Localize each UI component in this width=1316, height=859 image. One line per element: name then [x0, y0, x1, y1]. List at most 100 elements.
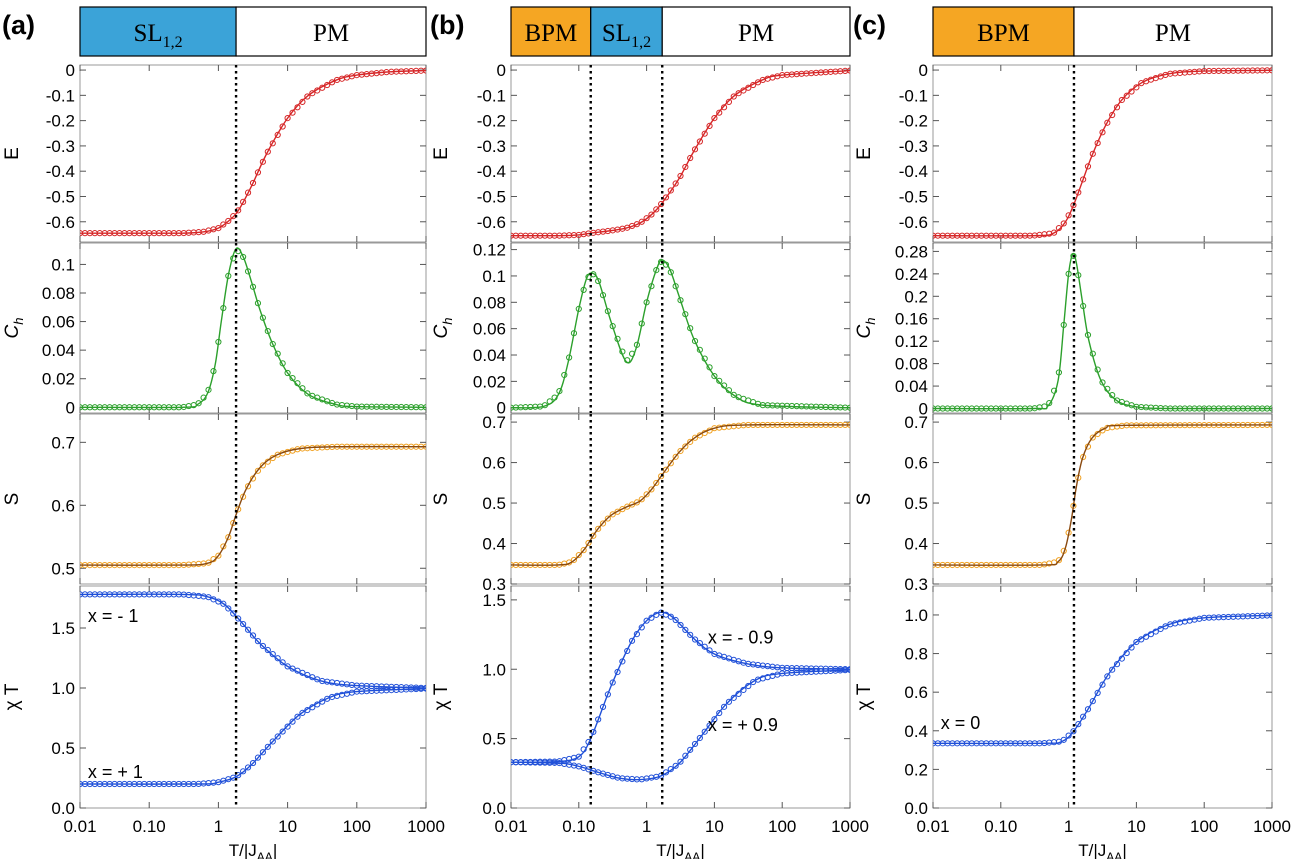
data-point — [580, 547, 587, 554]
data-point — [658, 258, 665, 266]
data-point — [1089, 698, 1096, 705]
y-tick-label: -0.1 — [46, 86, 75, 105]
data-point — [711, 716, 718, 723]
data-point — [716, 377, 723, 384]
series-group — [511, 67, 850, 239]
data-point — [215, 224, 222, 232]
y-tick-label: 0 — [919, 400, 928, 419]
y-axis-label: S — [431, 493, 452, 506]
plot-frame — [510, 413, 851, 585]
panel-c: (c) BPM PM0-0.1-0.2-0.3-0.4-0.5-0.6E00.040… — [853, 6, 1291, 859]
y-axis-label: Ch — [2, 318, 26, 339]
data-point — [1089, 150, 1096, 157]
series-markers — [511, 421, 850, 569]
data-point — [643, 491, 650, 498]
data-point — [643, 215, 650, 222]
row-energy: 0 -0.1 -0.2 -0.3 -0.4 -0.5 -0.6 E — [431, 61, 851, 243]
y-tick-label: -0.6 — [899, 213, 928, 232]
y-tick-label: 0.08 — [473, 293, 506, 312]
data-point — [604, 515, 611, 522]
y-tick-label: 0.08 — [895, 355, 928, 374]
data-point — [274, 655, 281, 662]
data-point — [691, 740, 699, 748]
data-point — [672, 180, 679, 187]
series-markers — [933, 612, 1272, 747]
series-line — [80, 445, 426, 566]
x-tick-label: 10 — [278, 817, 297, 836]
y-tick-label: -0.6 — [477, 213, 506, 232]
y-axis-label: Ch — [431, 318, 455, 339]
data-point — [289, 109, 296, 116]
data-point — [215, 552, 222, 559]
y-tick-label: -0.4 — [46, 162, 75, 181]
data-point — [244, 626, 252, 633]
series-line — [511, 259, 850, 409]
y-tick-label: 0.6 — [904, 454, 928, 473]
data-point — [735, 90, 742, 97]
y-tick-label: 0.7 — [482, 413, 506, 432]
y-tick-label: 1.0 — [482, 660, 506, 679]
panel-a: (a) SL1,2 PM 0 -0.1 -0.2 -0.3 -0.4 -0.5 -0.6 E 0 0.0… — [2, 6, 445, 859]
data-point — [235, 506, 242, 513]
data-point — [1075, 721, 1082, 728]
data-point — [706, 722, 713, 729]
data-point — [1113, 661, 1121, 668]
y-tick-label: -0.3 — [477, 137, 506, 156]
x-tick-label: 100 — [1190, 817, 1218, 836]
data-point — [195, 400, 202, 407]
data-point — [730, 93, 737, 100]
series-label: x = - 0.9 — [708, 627, 774, 647]
y-tick-label: 0 — [497, 61, 506, 80]
series-line — [80, 593, 426, 689]
data-point — [284, 369, 291, 377]
data-point — [706, 122, 713, 129]
data-point — [259, 642, 266, 650]
data-point — [1123, 92, 1130, 99]
data-point — [299, 98, 306, 106]
data-point — [1080, 713, 1087, 720]
data-point — [299, 709, 306, 716]
data-point — [240, 768, 247, 775]
data-point — [254, 169, 262, 176]
y-axis-label: S — [854, 493, 875, 506]
x-axis-label: T/|JAA| — [229, 841, 277, 859]
data-point — [638, 496, 645, 503]
data-point — [254, 638, 262, 645]
x-tick-label: 100 — [343, 817, 371, 836]
data-point — [1065, 732, 1072, 739]
x-tick-label: 0.01 — [916, 817, 949, 836]
series-markers — [933, 421, 1272, 569]
data-point — [264, 148, 271, 155]
data-point — [691, 146, 699, 153]
y-tick-label: 0.0 — [482, 799, 506, 818]
data-point — [653, 206, 660, 213]
phase-label: PM — [1155, 20, 1191, 47]
phase-bpm — [510, 6, 592, 57]
y-tick-label: -0.1 — [477, 86, 506, 105]
row-energy: 0 -0.1 -0.2 -0.3 -0.4 -0.5 -0.6 E — [854, 61, 1273, 243]
y-tick-label: 0 — [919, 61, 928, 80]
y-tick-label: 0.3 — [904, 575, 928, 594]
series-line — [933, 252, 1272, 410]
y-tick-label: -0.2 — [477, 112, 506, 131]
data-point — [595, 716, 602, 723]
data-point — [309, 90, 316, 97]
data-point — [691, 636, 699, 643]
y-tick-label: 0.08 — [42, 284, 75, 303]
phase-label: SL1,2 — [602, 20, 651, 51]
series-label: x = + 0.9 — [708, 715, 778, 735]
series-label: x = 0 — [941, 713, 981, 733]
y-axis-label: Ch — [854, 318, 878, 339]
data-point — [677, 447, 684, 455]
data-point — [682, 443, 689, 450]
data-point — [264, 646, 271, 654]
y-tick-label: 0.8 — [904, 645, 928, 664]
data-point — [195, 560, 202, 567]
phase-pm — [1073, 6, 1273, 57]
data-point — [1089, 434, 1096, 441]
data-point — [304, 390, 311, 397]
data-point — [1099, 681, 1106, 688]
data-point — [254, 467, 262, 474]
data-point — [730, 694, 737, 701]
data-point — [225, 217, 232, 225]
